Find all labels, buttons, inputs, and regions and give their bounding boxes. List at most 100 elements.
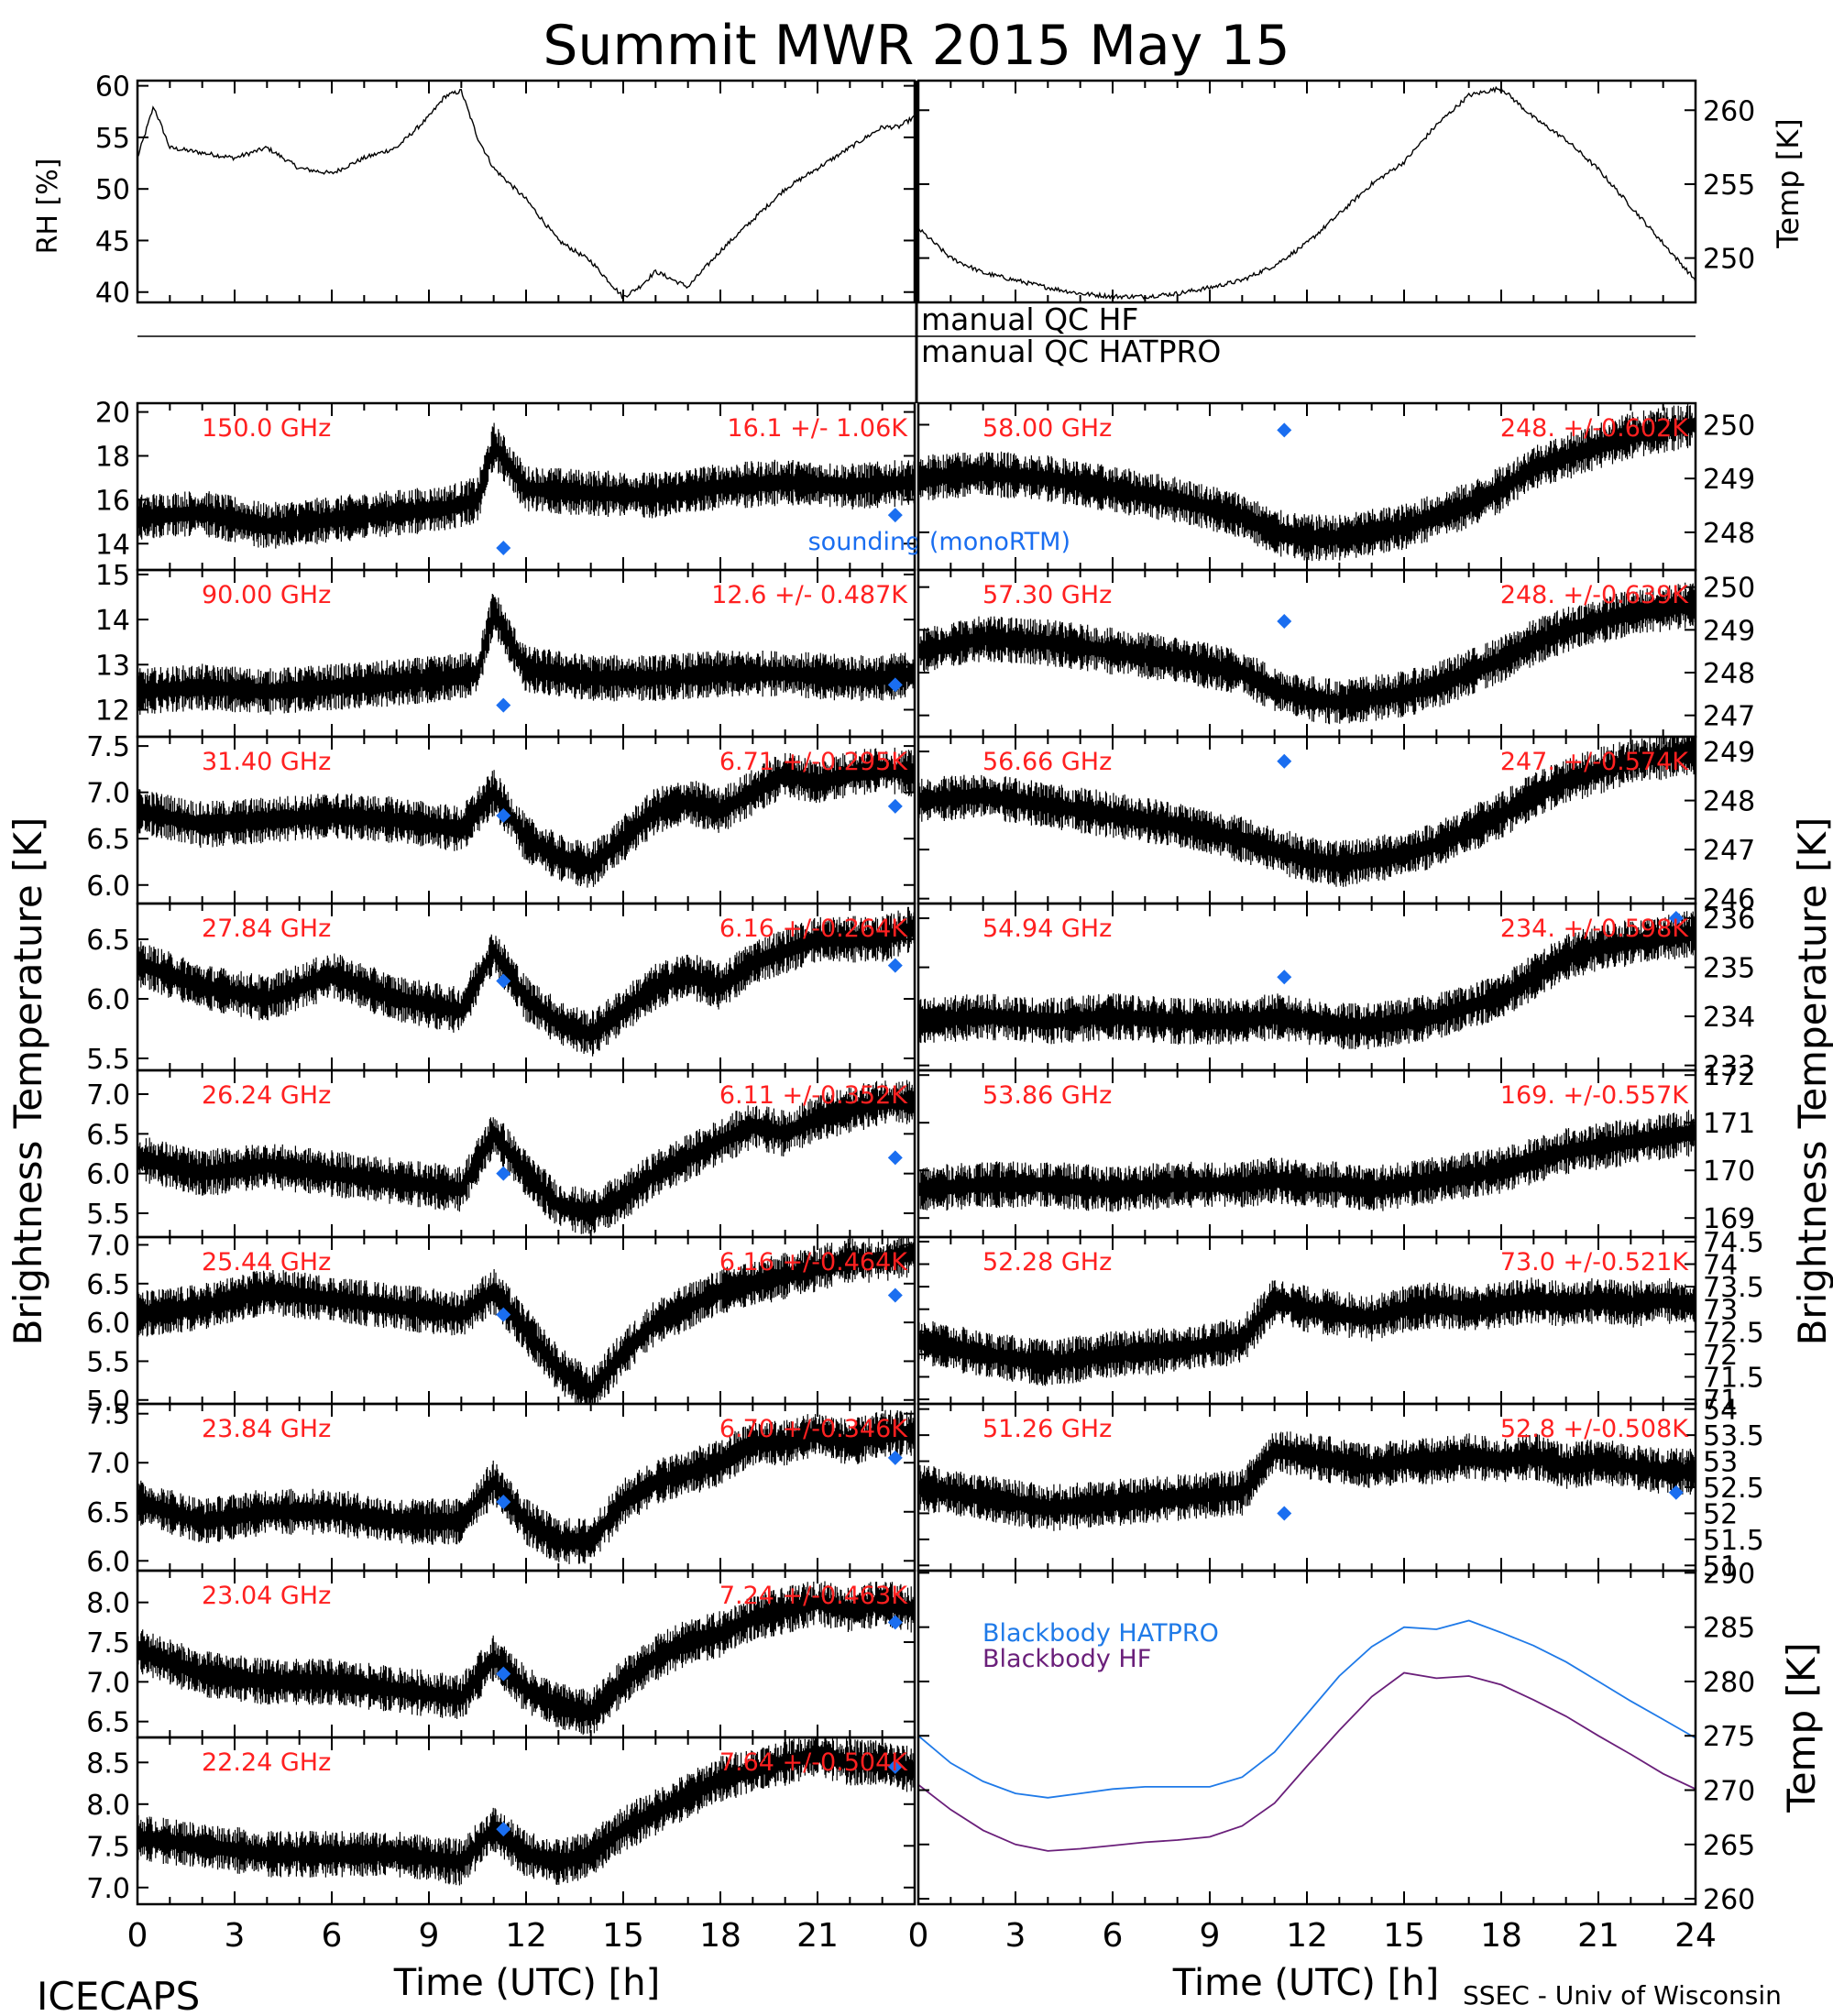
brightness-series bbox=[137, 747, 915, 888]
y-tick-label: 6.0 bbox=[86, 1546, 130, 1578]
y-tick-label: 5.5 bbox=[86, 1346, 130, 1378]
channel-stats: 7.24 +/-0.463K bbox=[719, 1582, 908, 1610]
x-tick-label-left: 21 bbox=[796, 1917, 839, 1955]
channel-stats: 6.71 +/-0.295K bbox=[719, 748, 908, 776]
channel-label: 52.28 GHz bbox=[982, 1248, 1112, 1276]
x-tick-label-right: 18 bbox=[1480, 1917, 1522, 1955]
channel-stats: 6.70 +/-0.346K bbox=[719, 1415, 908, 1443]
chart-title: Summit MWR 2015 May 15 bbox=[543, 14, 1290, 78]
y-tick-label: 236 bbox=[1703, 904, 1755, 936]
legend-hatpro: Blackbody HATPRO bbox=[982, 1619, 1219, 1648]
brightness-series bbox=[918, 403, 1696, 562]
y-tick-label: 7.0 bbox=[86, 1448, 130, 1480]
y-tick-label: 14 bbox=[95, 529, 130, 561]
y-tick-label: 7.0 bbox=[86, 1230, 130, 1262]
y-tick-label: 55 bbox=[95, 123, 130, 155]
panel-data bbox=[137, 1737, 915, 1886]
y-tick-label: 8.0 bbox=[86, 1790, 130, 1822]
sounding-marker bbox=[496, 1307, 511, 1322]
panel-data bbox=[918, 403, 1696, 562]
sounding-marker bbox=[496, 1495, 511, 1510]
channel-label: 25.44 GHz bbox=[202, 1248, 331, 1276]
y-tick-label: 12 bbox=[95, 695, 130, 727]
y-tick-label: 285 bbox=[1703, 1613, 1755, 1645]
y-tick-label: 234 bbox=[1703, 1002, 1755, 1034]
panel-9: 6.5 7.0 7.5 8.0 23.04 GHz 7.24 +/-0.463K bbox=[86, 1569, 916, 1739]
sounding-marker bbox=[1277, 422, 1292, 438]
panel-3: 12 13 14 15 90.00 GHz 12.6 +/- 0.487K bbox=[95, 560, 916, 739]
y-tick-label: 13 bbox=[95, 650, 130, 682]
y-tick-label: 250 bbox=[1703, 244, 1755, 276]
y-tick-label: 172 bbox=[1703, 1060, 1755, 1092]
panel-data bbox=[137, 747, 915, 888]
panel-data bbox=[137, 594, 915, 715]
channel-stats: 7.64 +/-0.504K bbox=[719, 1748, 908, 1777]
y-tick-label: 54 bbox=[1703, 1395, 1738, 1427]
brightness-series bbox=[137, 422, 915, 549]
channel-label: 53.86 GHz bbox=[982, 1081, 1112, 1110]
panel-data bbox=[918, 1110, 1696, 1212]
brightness-series bbox=[918, 737, 1696, 887]
y-tick-label: 250 bbox=[1703, 573, 1755, 605]
x-tick-label-right: 3 bbox=[1005, 1917, 1026, 1955]
y-tick-label: 249 bbox=[1703, 737, 1755, 769]
qc-hatpro-label: manual QC HATPRO bbox=[921, 334, 1221, 369]
brightness-series bbox=[137, 1737, 915, 1886]
brightness-series bbox=[137, 906, 915, 1057]
x-tick-label-left: 3 bbox=[225, 1917, 246, 1955]
sounding-marker bbox=[887, 1615, 903, 1630]
y-tick-label: 249 bbox=[1703, 464, 1755, 496]
y-tick-label: 16 bbox=[95, 485, 130, 517]
y-tick-label: 14 bbox=[95, 605, 130, 637]
y-tick-label: 7.0 bbox=[86, 1873, 130, 1905]
sounding-marker bbox=[887, 1287, 903, 1303]
y-tick-label: 7.0 bbox=[86, 1667, 130, 1699]
y-tick-label: 233 bbox=[1703, 1051, 1755, 1083]
sounding-marker bbox=[887, 1450, 903, 1465]
x-tick-label-left: 9 bbox=[419, 1917, 440, 1955]
y-tick-label: 247 bbox=[1703, 835, 1755, 867]
panel-1: 250 255 260 bbox=[916, 79, 1755, 304]
y-tick-label: 7.5 bbox=[86, 1399, 130, 1431]
panel-data bbox=[137, 88, 915, 300]
rh-series-line bbox=[137, 88, 915, 300]
x-tick-label-left: 12 bbox=[505, 1917, 547, 1955]
y-tick-label: 290 bbox=[1703, 1558, 1755, 1590]
panel-data bbox=[918, 582, 1696, 725]
sounding-marker bbox=[496, 807, 511, 823]
sounding-marker bbox=[1277, 753, 1292, 769]
channel-label: 90.00 GHz bbox=[202, 581, 331, 609]
channel-label: 26.24 GHz bbox=[202, 1081, 331, 1110]
y-tick-label: 53.5 bbox=[1703, 1420, 1764, 1452]
channel-stats: 6.11 +/-0.352K bbox=[719, 1081, 908, 1110]
y-tick-label: 15 bbox=[95, 560, 130, 592]
y-tick-label: 7.5 bbox=[86, 1831, 130, 1863]
y-tick-label: 6.0 bbox=[86, 984, 130, 1016]
brightness-series bbox=[137, 594, 915, 715]
y-tick-label: 6.5 bbox=[86, 1707, 130, 1739]
panel-data bbox=[137, 1079, 915, 1234]
x-tick-label-left: 15 bbox=[602, 1917, 644, 1955]
y-tick-label: 72.5 bbox=[1703, 1317, 1764, 1349]
legend-hf: Blackbody HF bbox=[982, 1645, 1151, 1673]
y-tick-label: 6.5 bbox=[86, 1497, 130, 1529]
sounding-marker bbox=[887, 677, 903, 693]
channel-stats: 73.0 +/-0.521K bbox=[1500, 1248, 1689, 1276]
y-tick-label: 260 bbox=[1703, 95, 1755, 127]
sounding-marker bbox=[1277, 614, 1292, 629]
rh-ylabel: RH [%] bbox=[32, 159, 64, 255]
panel-data bbox=[918, 911, 1696, 1050]
x-tick-label-right: 9 bbox=[1200, 1917, 1221, 1955]
y-tick-label: 51 bbox=[1703, 1550, 1738, 1583]
y-tick-label: 40 bbox=[95, 278, 130, 310]
x-tick-label-right: 21 bbox=[1577, 1917, 1619, 1955]
sounding-marker bbox=[1668, 1485, 1684, 1500]
right-big-ylabel: Brightness Temperature [K] bbox=[1790, 817, 1833, 1346]
y-tick-label: 248 bbox=[1703, 786, 1755, 818]
sounding-marker bbox=[496, 697, 511, 713]
panel-data bbox=[918, 737, 1696, 887]
y-tick-label: 6.5 bbox=[86, 925, 130, 957]
y-tick-label: 52.5 bbox=[1703, 1473, 1764, 1505]
panel-data bbox=[918, 1431, 1696, 1531]
